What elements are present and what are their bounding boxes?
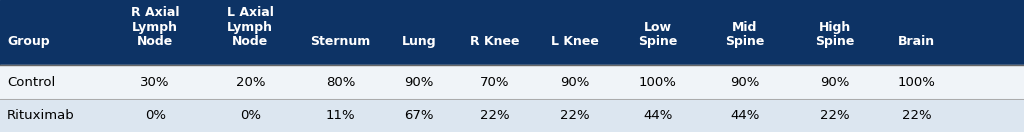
Text: Control: Control (7, 76, 55, 88)
Text: 70%: 70% (480, 76, 509, 88)
Text: Mid
Spine: Mid Spine (725, 21, 765, 48)
Text: 0%: 0% (240, 109, 261, 122)
Text: 22%: 22% (560, 109, 589, 122)
Text: Lung: Lung (401, 35, 436, 48)
Text: Low
Spine: Low Spine (638, 21, 678, 48)
Text: 100%: 100% (639, 76, 677, 88)
Text: 30%: 30% (140, 76, 170, 88)
Text: Rituximab: Rituximab (7, 109, 75, 122)
Text: Sternum: Sternum (310, 35, 371, 48)
Text: 22%: 22% (480, 109, 509, 122)
Text: 90%: 90% (560, 76, 589, 88)
Text: 90%: 90% (730, 76, 760, 88)
Text: Group: Group (7, 35, 50, 48)
Text: 100%: 100% (898, 76, 935, 88)
Text: 11%: 11% (326, 109, 355, 122)
Text: R Knee: R Knee (470, 35, 519, 48)
Text: L Knee: L Knee (551, 35, 598, 48)
Text: Brain: Brain (898, 35, 935, 48)
Text: High
Spine: High Spine (815, 21, 854, 48)
Text: 80%: 80% (326, 76, 355, 88)
Bar (0, 99, 1024, 132)
Text: 67%: 67% (404, 109, 433, 122)
Text: 0%: 0% (144, 109, 166, 122)
Text: 20%: 20% (236, 76, 265, 88)
Bar (0, 0, 1024, 65)
Bar (0, 65, 1024, 99)
Text: 22%: 22% (820, 109, 849, 122)
Text: L Axial
Lymph
Node: L Axial Lymph Node (227, 6, 273, 48)
Text: 44%: 44% (643, 109, 673, 122)
Text: 44%: 44% (730, 109, 760, 122)
Text: 22%: 22% (902, 109, 931, 122)
Text: 90%: 90% (820, 76, 849, 88)
Text: R Axial
Lymph
Node: R Axial Lymph Node (131, 6, 179, 48)
Text: 90%: 90% (404, 76, 433, 88)
